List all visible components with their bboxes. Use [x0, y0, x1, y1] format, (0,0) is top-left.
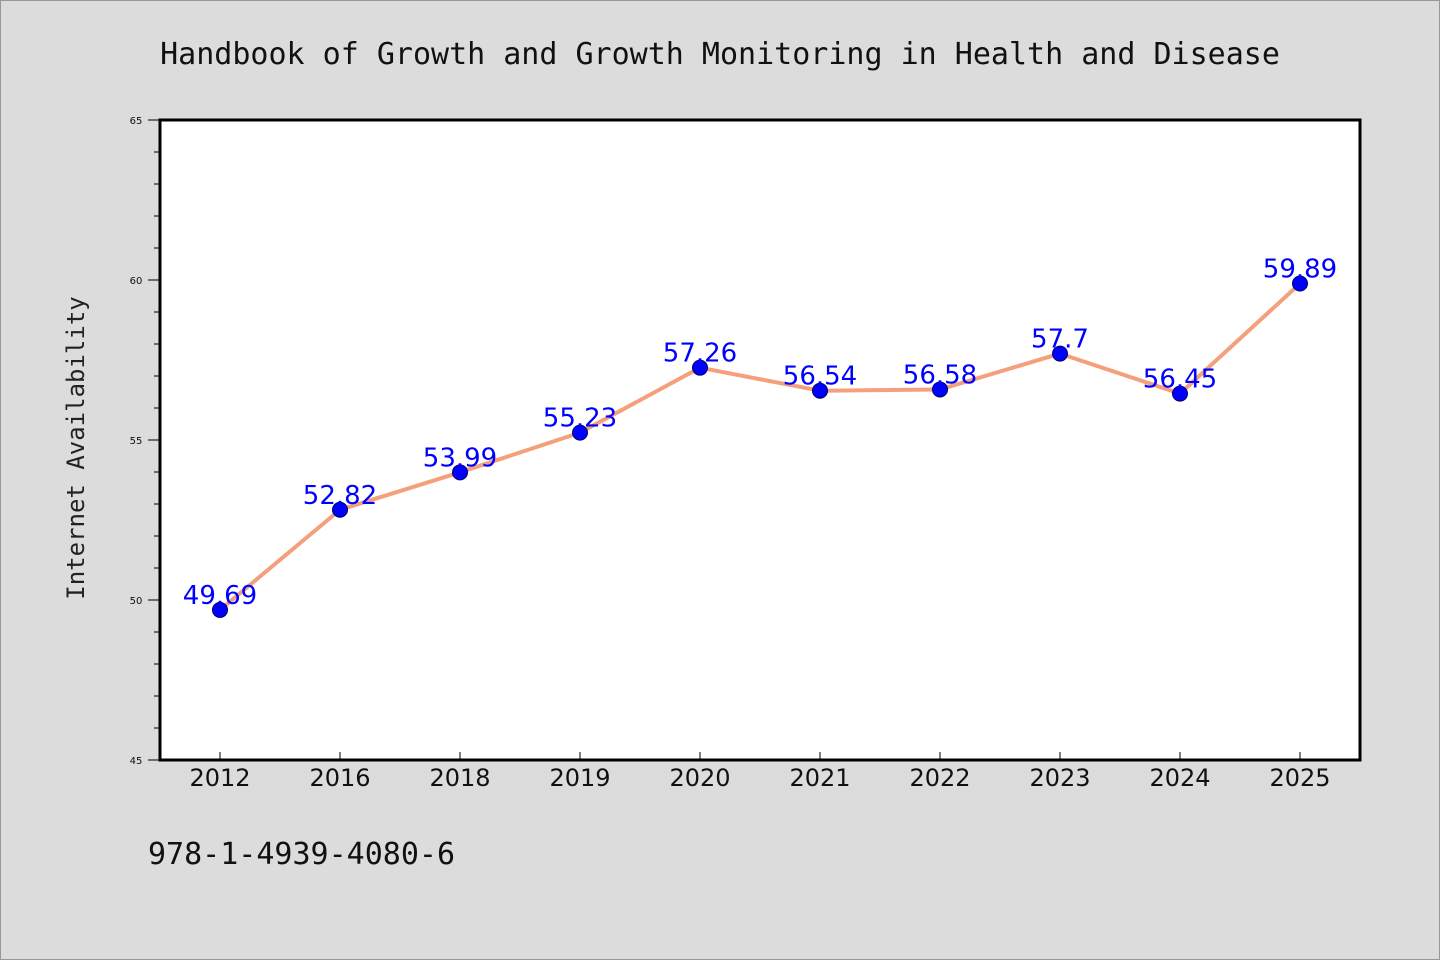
y-tick-label: 55 — [130, 436, 143, 447]
data-point — [572, 424, 588, 441]
x-tick-label: 2023 — [1029, 764, 1090, 792]
data-point — [932, 381, 948, 398]
data-value-label: 56.58 — [903, 360, 977, 390]
data-value-label: 57.26 — [663, 339, 737, 369]
x-tick-label: 2016 — [309, 764, 370, 792]
y-tick-label: 45 — [130, 756, 143, 767]
data-point — [692, 359, 708, 376]
x-tick-label: 2020 — [669, 764, 730, 792]
data-value-label: 52.82 — [303, 481, 377, 511]
data-value-label: 57.7 — [1031, 325, 1089, 355]
plot-area — [160, 120, 1360, 760]
data-point — [212, 601, 228, 618]
data-value-label: 59.89 — [1263, 255, 1337, 285]
x-tick-label: 2021 — [789, 764, 850, 792]
data-point — [332, 501, 348, 518]
chart-title: Handbook of Growth and Growth Monitoring… — [160, 37, 1280, 72]
series-line — [218, 281, 1302, 612]
x-tick-label: 2024 — [1149, 764, 1210, 792]
plot-frame — [158, 118, 1362, 762]
y-tick-label: 50 — [130, 596, 143, 607]
data-point — [812, 382, 828, 399]
y-axis-label: Internet Availability — [62, 296, 90, 599]
data-series — [212, 275, 1308, 618]
x-tick-label: 2012 — [189, 764, 250, 792]
data-point — [452, 464, 468, 481]
isbn-footer: 978-1-4939-4080-6 — [148, 837, 455, 872]
x-tick-label: 2022 — [909, 764, 970, 792]
data-value-label: 49.69 — [183, 581, 257, 611]
data-point — [1052, 345, 1068, 362]
y-tick-label: 65 — [130, 116, 143, 127]
y-tick-label: 60 — [130, 276, 143, 287]
x-axis-ticks: 2012 2016 2018 2019 2020 2021 2022 2023 2024 2025 — [189, 752, 1331, 792]
data-value-label: 56.45 — [1143, 365, 1217, 395]
data-point — [1292, 275, 1308, 292]
data-value-label: 53.99 — [423, 443, 497, 473]
x-tick-label: 2025 — [1269, 764, 1330, 792]
x-tick-label: 2019 — [549, 764, 610, 792]
data-labels: 49.69 52.82 53.99 55.23 57.26 56.54 56.58 57.7 5… — [183, 255, 1337, 611]
x-tick-label: 2018 — [429, 764, 490, 792]
data-value-label: 55.23 — [543, 404, 617, 434]
data-point — [1172, 385, 1188, 402]
data-value-label: 56.54 — [783, 362, 857, 392]
